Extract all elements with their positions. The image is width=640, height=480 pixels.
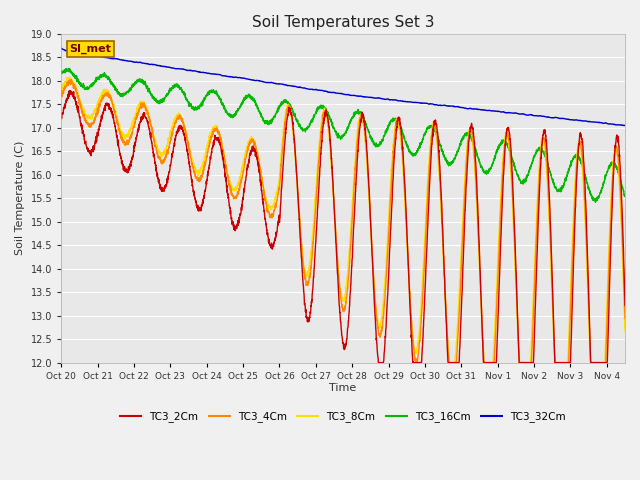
TC3_16Cm <box>550 181 557 187</box>
Line: TC3_2Cm: TC3_2Cm <box>61 91 625 362</box>
TC3_32Cm <box>122 58 129 63</box>
TC3_8Cm <box>58 84 65 90</box>
TC3_2Cm <box>122 168 129 174</box>
TC3_8Cm <box>274 187 282 192</box>
TC3_32Cm <box>298 85 306 91</box>
TC3_16Cm <box>621 193 629 199</box>
TC3_16Cm <box>591 199 599 205</box>
TC3_32Cm <box>273 81 281 87</box>
Text: SI_met: SI_met <box>70 44 111 54</box>
TC3_32Cm <box>610 121 618 127</box>
Title: Soil Temperatures Set 3: Soil Temperatures Set 3 <box>252 15 435 30</box>
TC3_4Cm <box>611 152 618 158</box>
TC3_4Cm <box>156 155 163 161</box>
TC3_16Cm <box>274 106 282 112</box>
TC3_4Cm <box>621 316 629 322</box>
Line: TC3_8Cm: TC3_8Cm <box>61 77 625 362</box>
TC3_2Cm <box>156 178 163 183</box>
TC3_8Cm <box>156 149 163 155</box>
TC3_16Cm <box>156 98 163 104</box>
TC3_4Cm <box>58 91 65 97</box>
Line: TC3_4Cm: TC3_4Cm <box>61 80 625 362</box>
TC3_8Cm <box>550 332 557 338</box>
TC3_4Cm <box>413 360 420 365</box>
TC3_2Cm <box>66 88 74 94</box>
TC3_2Cm <box>274 223 282 228</box>
TC3_8Cm <box>621 328 629 334</box>
TC3_4Cm <box>298 251 306 256</box>
Line: TC3_16Cm: TC3_16Cm <box>61 68 625 202</box>
Y-axis label: Soil Temperature (C): Soil Temperature (C) <box>15 141 25 255</box>
TC3_16Cm <box>65 65 73 71</box>
TC3_2Cm <box>374 360 382 365</box>
TC3_2Cm <box>611 158 618 164</box>
TC3_32Cm <box>58 46 65 51</box>
TC3_8Cm <box>445 360 453 365</box>
TC3_32Cm <box>621 123 629 129</box>
TC3_4Cm <box>122 142 129 147</box>
Line: TC3_32Cm: TC3_32Cm <box>61 48 625 126</box>
TC3_2Cm <box>621 302 629 308</box>
Legend: TC3_2Cm, TC3_4Cm, TC3_8Cm, TC3_16Cm, TC3_32Cm: TC3_2Cm, TC3_4Cm, TC3_8Cm, TC3_16Cm, TC3… <box>116 407 570 427</box>
TC3_32Cm <box>155 62 163 68</box>
TC3_32Cm <box>549 115 557 120</box>
TC3_4Cm <box>274 194 282 200</box>
TC3_2Cm <box>298 266 306 272</box>
TC3_16Cm <box>611 161 618 167</box>
TC3_16Cm <box>298 125 306 131</box>
TC3_2Cm <box>550 319 557 325</box>
TC3_8Cm <box>122 135 129 141</box>
TC3_8Cm <box>66 74 74 80</box>
X-axis label: Time: Time <box>330 384 356 394</box>
TC3_4Cm <box>550 326 557 332</box>
TC3_4Cm <box>67 77 75 83</box>
TC3_16Cm <box>58 69 65 74</box>
TC3_8Cm <box>298 246 306 252</box>
TC3_8Cm <box>611 150 618 156</box>
TC3_2Cm <box>58 114 65 120</box>
TC3_16Cm <box>122 92 129 97</box>
